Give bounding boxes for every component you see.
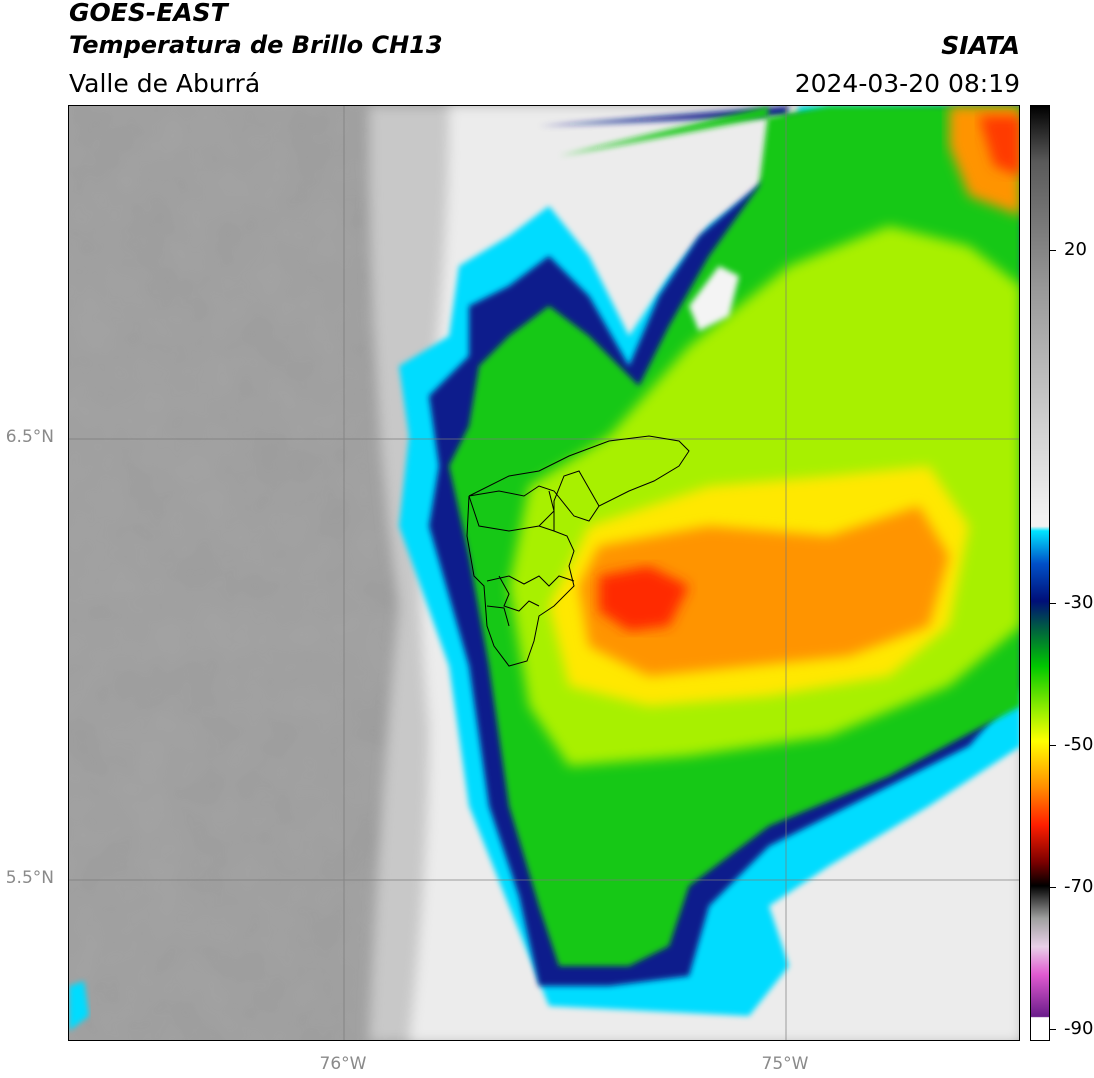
coldest-tops-red: [599, 566, 689, 631]
cloud-top-orange: [579, 506, 949, 676]
lat-label-5-5n: 5.5°N: [5, 868, 54, 888]
lat-label-6-5n: 6.5°N: [5, 427, 54, 447]
datetime-label: 2024-03-20 08:19: [794, 69, 1020, 98]
colorbar-tick: [1050, 887, 1056, 888]
temperature-colorbar: [1030, 105, 1050, 1041]
satellite-title: GOES-EAST: [69, 0, 228, 27]
colorbar-tick: [1050, 745, 1056, 746]
map-canvas: [69, 106, 1019, 1040]
graticule: [69, 106, 1019, 1040]
brightness-temperature-map[interactable]: [68, 105, 1020, 1041]
colorbar-tick: [1050, 603, 1056, 604]
colorbar-label-20: 20: [1064, 239, 1087, 260]
colorbar-label-minus90: -90: [1064, 1018, 1094, 1039]
product-title: Temperatura de Brillo CH13: [69, 31, 443, 59]
colorbar-label-minus50: -50: [1064, 734, 1094, 755]
lon-label-76w: 76°W: [319, 1054, 367, 1074]
colorbar-tick: [1050, 1029, 1056, 1030]
lon-label-75w: 75°W: [761, 1054, 809, 1074]
agency-label: SIATA: [941, 31, 1020, 60]
colorbar-label-minus70: -70: [1064, 876, 1094, 897]
colorbar-tick: [1050, 250, 1056, 251]
colorbar-label-minus30: -30: [1064, 592, 1094, 613]
municipality-boundaries: [466, 435, 690, 667]
region-label: Valle de Aburrá: [69, 69, 261, 98]
